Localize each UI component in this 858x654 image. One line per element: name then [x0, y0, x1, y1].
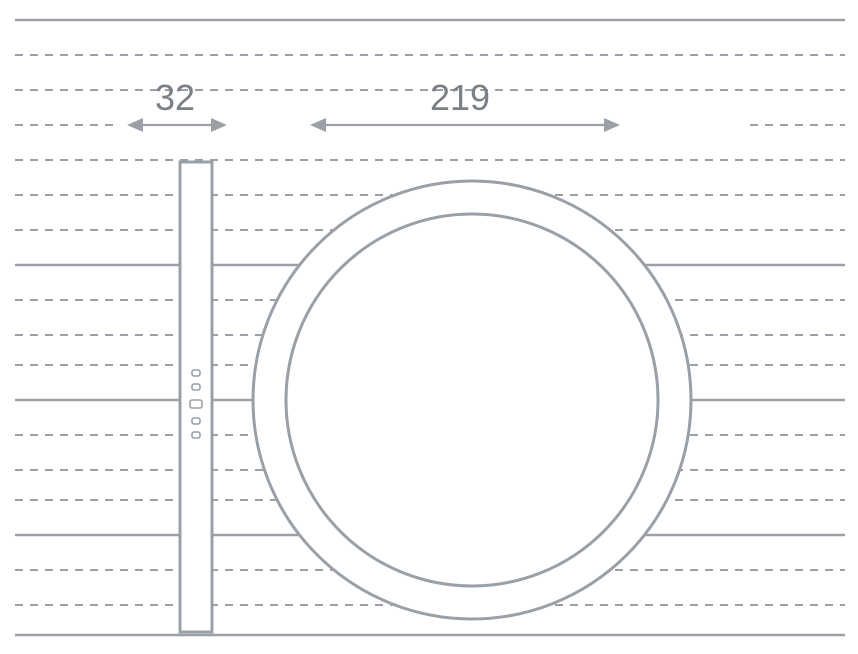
dimension-label: 32 — [155, 77, 195, 118]
shapes — [180, 162, 691, 632]
technical-diagram: 32 219 — [0, 0, 858, 654]
dimensions: 32 219 — [115, 77, 745, 137]
side-profile-rect — [180, 162, 212, 632]
ring-inner — [286, 214, 658, 586]
dimension-label: 219 — [430, 77, 490, 118]
